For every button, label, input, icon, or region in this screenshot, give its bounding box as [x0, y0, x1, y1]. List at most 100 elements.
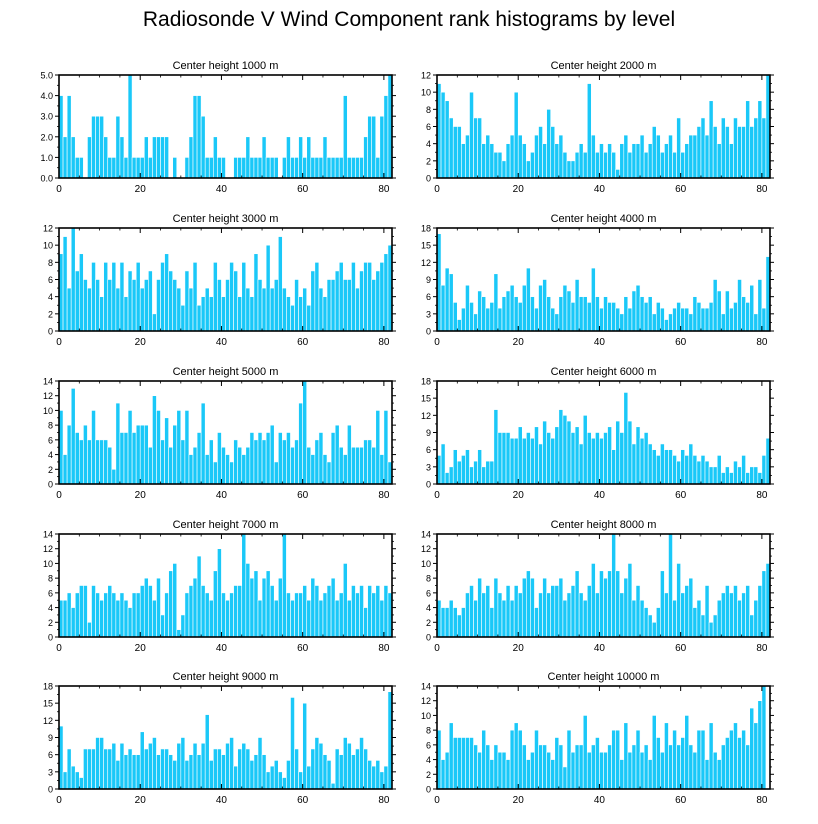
histogram-bar [619, 143, 625, 179]
histogram-bar [444, 472, 450, 485]
histogram-bar [196, 304, 202, 332]
histogram-bar [521, 437, 527, 485]
histogram-bar [704, 307, 710, 332]
histogram-bar [452, 126, 458, 179]
histogram-bar [318, 287, 324, 332]
histogram-bar [172, 760, 178, 790]
histogram-bar [241, 157, 247, 179]
histogram-bar [509, 729, 515, 790]
histogram-bar [700, 117, 706, 179]
histogram-bar [225, 599, 230, 638]
y-tick-label: 0 [48, 480, 53, 490]
histogram-bar [757, 700, 763, 790]
histogram-bar [164, 136, 169, 179]
histogram-bar [627, 420, 633, 485]
histogram-bar [249, 760, 255, 790]
y-tick-label: 12 [421, 696, 431, 706]
histogram-bar [631, 443, 637, 485]
y-tick-label: 10 [43, 241, 53, 251]
histogram-bar [282, 533, 287, 638]
histogram-bar [607, 570, 612, 638]
histogram-bar [265, 570, 271, 638]
histogram-bar [221, 296, 226, 332]
histogram-bar [664, 592, 669, 638]
histogram-bar [639, 296, 645, 332]
histogram-bar [595, 737, 600, 790]
histogram-bar [66, 287, 72, 332]
histogram-bar [513, 296, 519, 332]
histogram-bar [257, 599, 263, 638]
histogram-bar [355, 446, 360, 485]
histogram-bar [83, 748, 88, 790]
histogram-bar [286, 760, 291, 790]
histogram-bar [282, 287, 287, 332]
histogram-bar [473, 313, 478, 332]
histogram-bar [245, 136, 251, 179]
histogram-bar [217, 279, 222, 332]
y-tick-label: 15 [421, 394, 431, 404]
y-tick-label: 0 [48, 633, 53, 643]
histogram-bar [745, 585, 750, 638]
histogram-bar [95, 737, 100, 790]
panel-title: Center height 6000 m [551, 366, 657, 378]
histogram-bar [643, 302, 649, 332]
histogram-bar [70, 388, 76, 485]
histogram-bar [708, 100, 714, 179]
histogram-panel: Center height 5000 m 0 20 40 60 80 0 2 4 6 8 10 12 14 [43, 366, 396, 501]
histogram-bar [619, 432, 625, 485]
x-tick-label: 0 [434, 795, 440, 806]
histogram-bar [680, 151, 686, 179]
histogram-bar [314, 262, 320, 332]
histogram-bar [192, 577, 198, 638]
histogram-bar [550, 437, 556, 485]
histogram-bar [217, 157, 222, 179]
histogram-bar [452, 449, 458, 485]
histogram-bar [664, 319, 669, 332]
histogram-bar [469, 91, 474, 179]
histogram-bar [342, 279, 348, 332]
histogram-bar [152, 395, 157, 485]
y-tick-label: 8 [426, 574, 431, 584]
histogram-bar [501, 599, 507, 638]
histogram-bar [509, 134, 515, 179]
histogram-bar [127, 607, 133, 638]
histogram-bar [363, 607, 368, 638]
histogram-bar [164, 592, 169, 638]
histogram-bar [347, 742, 352, 790]
x-tick-label: 80 [378, 184, 390, 195]
histogram-bar [204, 592, 210, 638]
histogram-bar [338, 157, 344, 179]
histogram-bar [172, 563, 178, 638]
histogram-bar [99, 115, 104, 179]
histogram-bar [733, 722, 738, 790]
histogram-bar [188, 287, 194, 332]
histogram-bar [103, 748, 109, 790]
histogram-bar [749, 284, 755, 332]
histogram-bar [371, 279, 377, 332]
histogram-bar [546, 296, 552, 332]
histogram-bar [489, 143, 495, 179]
histogram-bar [676, 302, 681, 332]
y-tick-label: 2.0 [40, 132, 53, 142]
histogram-bar [586, 585, 592, 638]
y-tick-label: 12 [43, 544, 53, 554]
histogram-bar [62, 599, 68, 638]
histogram-bar [586, 302, 592, 332]
histogram-bar [444, 607, 450, 638]
histogram-bar [233, 439, 238, 485]
histogram-bar [302, 702, 308, 790]
histogram-bar [725, 290, 730, 332]
histogram-bar [273, 599, 279, 638]
histogram-bar [217, 548, 222, 638]
histogram-bar [257, 432, 263, 485]
histogram-bar [237, 296, 243, 332]
histogram-bar [229, 461, 234, 485]
histogram-bar [302, 585, 308, 638]
histogram-bar [566, 290, 572, 332]
histogram-bar [530, 437, 535, 485]
histogram-bar [586, 432, 592, 485]
histogram-bar [204, 287, 210, 332]
histogram-bar [660, 307, 665, 332]
histogram-bar [208, 439, 214, 485]
histogram-bar [379, 599, 385, 638]
